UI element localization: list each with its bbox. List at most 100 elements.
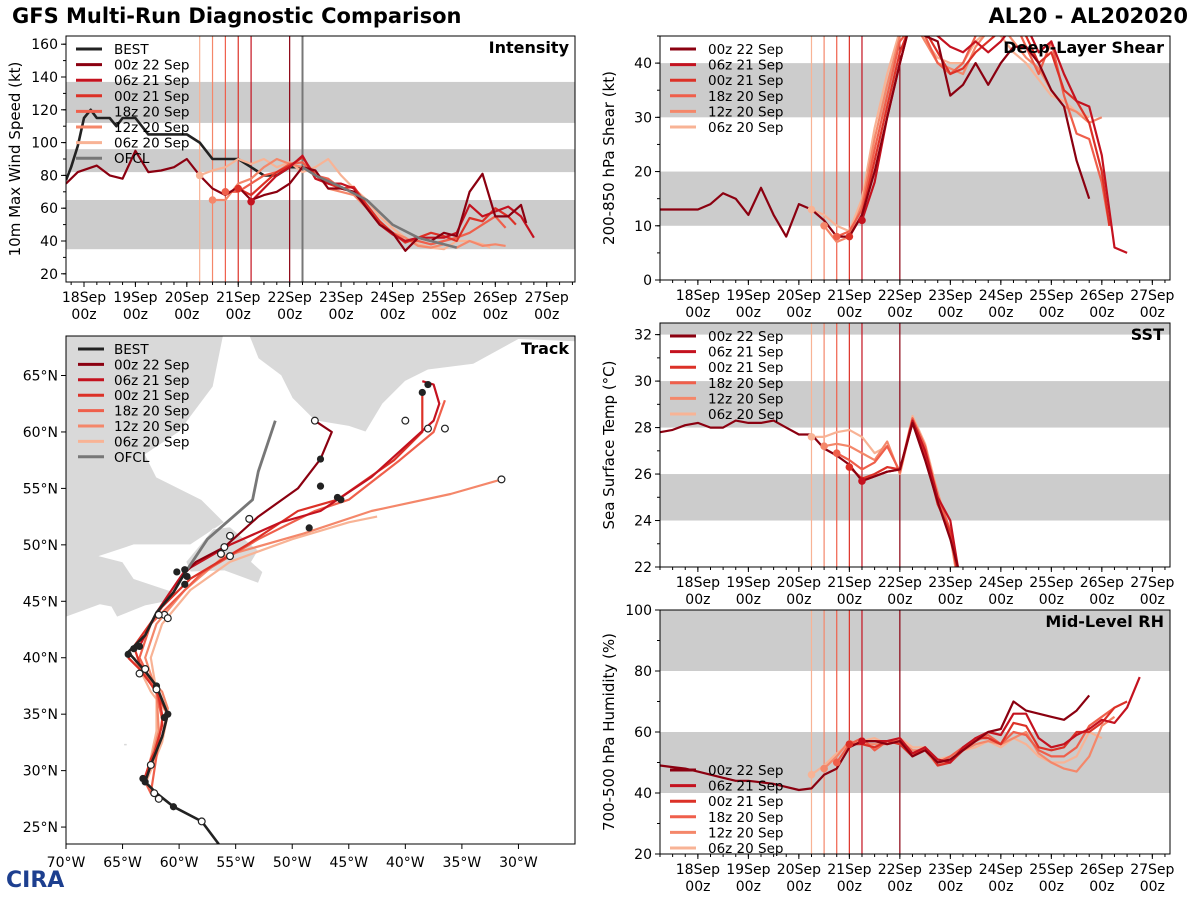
- intensity-xtick-hour: 00z: [380, 307, 405, 323]
- sst-ytick-label: 28: [634, 421, 652, 437]
- track-marker-open: [310, 416, 319, 425]
- sst-band: [660, 474, 1170, 521]
- track-marker-open: [154, 610, 163, 619]
- track-marker-open: [401, 416, 410, 425]
- sst-xtick-hour: 00z: [837, 592, 862, 608]
- shear-band: [660, 63, 1170, 118]
- shear-legend-label: 06z 21 Sep: [708, 58, 783, 74]
- shear-xtick-hour: 00z: [736, 305, 761, 321]
- track-ofcl-line: [183, 420, 277, 574]
- intensity-ytick-label: 60: [40, 201, 58, 217]
- intensity-init-marker: [234, 184, 243, 193]
- track-run-line: [132, 515, 378, 786]
- intensity-xtick-day: 21Sep: [216, 290, 260, 306]
- track-marker-filled: [337, 496, 345, 504]
- rh-legend-label: 00z 22 Sep: [708, 763, 783, 779]
- rh-ylabel: 700-500 hPa Humidity (%): [600, 633, 618, 831]
- track-marker-filled: [173, 568, 181, 576]
- track-xtick-label: 65°W: [103, 855, 142, 871]
- track-marker-filled: [169, 803, 178, 811]
- track-legend-label: 12z 20 Sep: [114, 419, 189, 435]
- north-america-land: [66, 336, 226, 618]
- shear-legend-label: 00z 21 Sep: [708, 73, 783, 89]
- intensity-legend-label: BEST: [114, 42, 149, 58]
- sst-ytick-label: 22: [634, 560, 652, 576]
- track-plot-area: [66, 336, 575, 844]
- intensity-xtick-hour: 00z: [226, 307, 251, 323]
- rh-xtick-hour: 00z: [887, 879, 912, 895]
- intensity-xtick-hour: 00z: [123, 307, 148, 323]
- sst-xtick-day: 25Sep: [1029, 575, 1073, 591]
- intensity-legend-label: 06z 20 Sep: [114, 136, 189, 152]
- shear-xtick-day: 25Sep: [1029, 288, 1073, 304]
- rh-xtick-hour: 00z: [837, 879, 862, 895]
- rh-ytick-label: 20: [634, 847, 652, 863]
- track-xtick-label: 50°W: [273, 855, 312, 871]
- rh-xtick-day: 24Sep: [979, 862, 1023, 878]
- track-marker-filled: [183, 572, 191, 581]
- track-marker-open: [245, 514, 254, 523]
- shear-xtick-day: 24Sep: [979, 288, 1023, 304]
- rh-ytick-label: 80: [634, 664, 652, 680]
- intensity-ylabel: 10m Max Wind Speed (kt): [6, 62, 24, 257]
- sst-xtick-day: 26Sep: [1080, 575, 1124, 591]
- shear-ylabel: 200-850 hPa Shear (kt): [600, 71, 618, 245]
- rh-xtick-day: 20Sep: [777, 862, 821, 878]
- track-legend-label: 00z 22 Sep: [114, 357, 189, 373]
- sst-xtick-hour: 00z: [887, 592, 912, 608]
- shear-xtick-hour: 00z: [1039, 305, 1064, 321]
- track-run-line: [127, 399, 446, 795]
- intensity-xtick-hour: 00z: [277, 307, 302, 323]
- intensity-init-marker: [221, 188, 230, 196]
- sst-legend-label: 06z 20 Sep: [708, 407, 783, 423]
- sst-frame: [659, 322, 1171, 568]
- track-marker-open: [152, 685, 161, 694]
- shear-init-marker: [807, 205, 816, 214]
- rh-run-line: [823, 715, 1116, 773]
- track-xtick-label: 55°W: [216, 855, 255, 871]
- rh-plot-area: [660, 610, 1170, 854]
- rh-xtick-hour: 00z: [1039, 879, 1064, 895]
- shear-ytick-label: 30: [634, 110, 652, 126]
- track-title: Track: [521, 339, 569, 358]
- sst-xtick-hour: 00z: [938, 592, 963, 608]
- shear-xtick-hour: 00z: [1140, 305, 1165, 321]
- intensity-xtick-day: 25Sep: [422, 290, 466, 306]
- track-marker-filled: [160, 713, 169, 722]
- intensity-run-line: [237, 156, 517, 244]
- sst-legend-label: 06z 21 Sep: [708, 345, 783, 361]
- sst-init-marker: [807, 433, 816, 441]
- track-ytick-label: 45°N: [23, 594, 58, 610]
- rh-legend-label: 06z 20 Sep: [708, 841, 783, 857]
- track-xtick-label: 30°W: [499, 855, 538, 871]
- intensity-xtick-day: 26Sep: [473, 290, 517, 306]
- sst-ytick-label: 30: [634, 374, 652, 390]
- shear-xtick-hour: 00z: [887, 305, 912, 321]
- shear-legend-label: 18z 20 Sep: [708, 89, 783, 105]
- sst-xtick-day: 18Sep: [676, 575, 720, 591]
- track-marker-open: [197, 817, 206, 826]
- sst-ytick-label: 26: [634, 467, 652, 483]
- track-run-line: [184, 419, 333, 574]
- track-panel: 70°W 65°W 60°W 55°W 50°W 45°W 40°W 35°W 30°W 25°N…: [23, 335, 576, 871]
- track-marker-filled: [181, 580, 189, 588]
- intensity-plot-area: [66, 36, 575, 282]
- rh-legend-label: 18z 20 Sep: [708, 810, 783, 826]
- shear-legend-label: 06z 20 Sep: [708, 120, 783, 136]
- track-marker-filled: [305, 524, 313, 532]
- track-ytick-label: 55°N: [23, 481, 58, 497]
- track-ytick-label: 40°N: [23, 651, 58, 667]
- track-marker-filled: [139, 774, 147, 783]
- rh-title: Mid-Level RH: [1045, 612, 1164, 631]
- rh-xtick-day: 25Sep: [1029, 862, 1073, 878]
- intensity-legend-label: 06z 21 Sep: [114, 73, 189, 89]
- page-title: GFS Multi-Run Diagnostic Comparison: [12, 4, 462, 28]
- shear-legend-label: 00z 22 Sep: [708, 42, 783, 58]
- track-marker-open: [497, 475, 506, 484]
- sst-ytick-label: 24: [634, 514, 652, 530]
- shear-xtick-day: 18Sep: [676, 288, 720, 304]
- rh-ytick-label: 100: [625, 603, 652, 619]
- shear-plot-area: [660, 36, 1170, 280]
- intensity-xtick-day: 18Sep: [62, 290, 106, 306]
